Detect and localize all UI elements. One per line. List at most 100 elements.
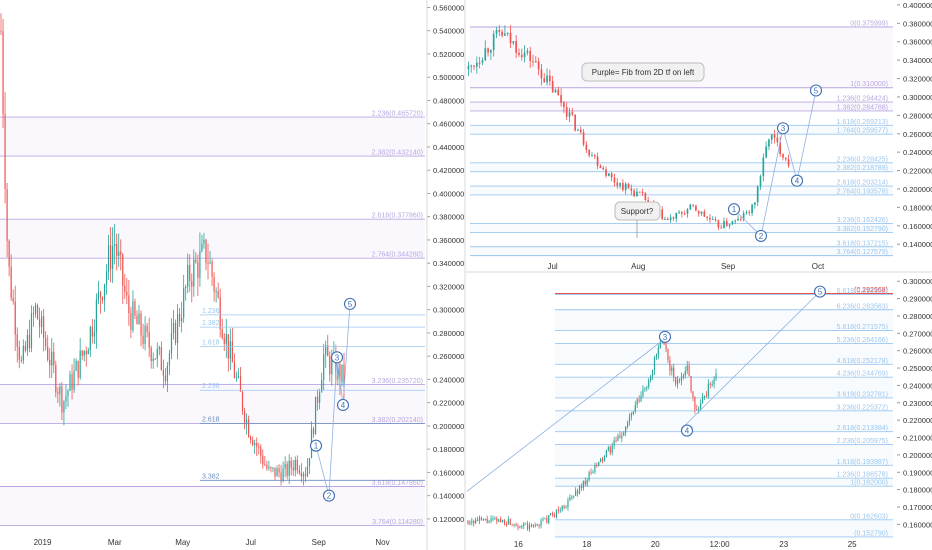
y-axis-tick-label: 0.170000 bbox=[903, 503, 932, 512]
candle-body bbox=[548, 515, 550, 523]
candle-body bbox=[268, 467, 270, 469]
candle-body bbox=[621, 435, 623, 438]
candle-body bbox=[484, 48, 487, 61]
x-axis-tick-label: Jul bbox=[246, 538, 256, 547]
candle-body bbox=[215, 291, 217, 293]
candle-body bbox=[728, 224, 731, 226]
candle-body bbox=[116, 244, 118, 257]
candle-body bbox=[784, 157, 787, 160]
y-axis-tick-label: 0.260000 bbox=[903, 347, 932, 356]
candle-body bbox=[673, 367, 675, 378]
candle-body bbox=[506, 32, 509, 34]
candle-body bbox=[540, 520, 542, 526]
fib-level-label: 2.764(0.344280) bbox=[372, 252, 423, 259]
candle-body bbox=[124, 285, 126, 292]
y-axis-tick-label: 0.400000 bbox=[903, 1, 932, 10]
candle-body bbox=[515, 524, 517, 527]
candle-body bbox=[16, 334, 18, 347]
y-axis-tick-label: 0.300000 bbox=[903, 93, 932, 102]
candle-body bbox=[225, 334, 227, 344]
candle-body bbox=[694, 397, 696, 410]
candle-body bbox=[144, 325, 146, 344]
candle-body bbox=[103, 284, 106, 301]
candle-body bbox=[168, 353, 171, 366]
candle-body bbox=[532, 525, 534, 527]
candle-body bbox=[47, 346, 49, 360]
candle-body bbox=[272, 467, 274, 469]
candle-body bbox=[588, 472, 590, 480]
y-axis-tick-label: 0.540000 bbox=[433, 27, 464, 36]
left-chart-panel[interactable]: 0.560000 0.540000 0.520000 0.500000 0.480000… bbox=[0, 3, 464, 547]
candle-body bbox=[578, 486, 581, 494]
candle-body bbox=[107, 245, 110, 272]
candle-body bbox=[280, 472, 282, 482]
candle-body bbox=[669, 217, 672, 220]
x-axis-tick-label: Aug bbox=[631, 262, 645, 271]
candle-body bbox=[625, 426, 627, 433]
candle-body bbox=[624, 183, 627, 191]
candle-body bbox=[779, 142, 782, 155]
candle-body bbox=[312, 428, 315, 435]
y-axis-tick-label: 0.220000 bbox=[903, 416, 932, 425]
candle-body bbox=[300, 472, 302, 477]
wave-label: 4 bbox=[685, 427, 690, 436]
candle-body bbox=[213, 276, 215, 292]
candle-body bbox=[36, 305, 39, 319]
fib-level-label: 2.764(0.193578) bbox=[837, 188, 888, 195]
candle-body bbox=[565, 507, 567, 509]
candle-body bbox=[501, 31, 503, 36]
candle-body bbox=[509, 32, 512, 44]
candle-body bbox=[166, 365, 169, 382]
candle-body bbox=[770, 134, 773, 140]
fib-band bbox=[470, 162, 893, 172]
candle-body bbox=[557, 509, 559, 511]
candle-body bbox=[568, 112, 571, 117]
candle-body bbox=[178, 314, 181, 322]
bottom-right-chart-panel[interactable]: 0.300000 0.290000 0.280000 0.270000 0.260000… bbox=[466, 277, 932, 549]
candle-body bbox=[233, 362, 236, 378]
candle-body bbox=[518, 52, 520, 55]
candle-body bbox=[521, 525, 523, 527]
candle-body bbox=[339, 364, 341, 382]
x-axis-tick-label: Sep bbox=[312, 538, 327, 547]
candle-body bbox=[59, 386, 61, 394]
candle-body bbox=[592, 471, 594, 474]
candle-body bbox=[235, 376, 238, 378]
candle-body bbox=[544, 518, 546, 520]
candle-body bbox=[10, 266, 12, 299]
candle-body bbox=[325, 345, 327, 355]
top-right-chart-panel[interactable]: 0.400000 0.380000 0.360000 0.340000 0.320000… bbox=[467, 1, 932, 271]
candle-body bbox=[648, 380, 650, 387]
candle-body bbox=[596, 156, 599, 166]
candle-body bbox=[567, 500, 569, 508]
candle-body bbox=[477, 519, 479, 521]
y-axis-tick-label: 0.280000 bbox=[903, 111, 932, 120]
candle-body bbox=[154, 358, 156, 360]
candle-body bbox=[553, 514, 556, 517]
candle-body bbox=[605, 450, 607, 457]
candle-body bbox=[51, 351, 53, 366]
candle-body bbox=[689, 204, 692, 210]
fib-level-label: 3.382(0.202140) bbox=[372, 417, 423, 424]
candle-body bbox=[20, 359, 22, 361]
candle-body bbox=[731, 221, 734, 225]
candle-body bbox=[527, 523, 529, 530]
candle-body bbox=[574, 114, 576, 131]
candle-body bbox=[4, 113, 6, 189]
candle-body bbox=[714, 218, 717, 221]
candle-body bbox=[85, 351, 87, 355]
candle-body bbox=[174, 322, 177, 344]
candle-body bbox=[586, 479, 588, 485]
candle-body bbox=[756, 186, 759, 203]
fib-band bbox=[470, 246, 893, 256]
candle-body bbox=[183, 287, 185, 318]
candle-body bbox=[205, 239, 207, 264]
y-axis-tick-label: 0.240000 bbox=[903, 148, 932, 157]
candle-body bbox=[681, 212, 683, 214]
candle-body bbox=[341, 364, 343, 382]
y-axis-tick-label: 0.520000 bbox=[433, 50, 464, 59]
fib-band bbox=[470, 186, 893, 195]
candle-body bbox=[270, 467, 272, 469]
wave-label-circle bbox=[754, 229, 768, 242]
